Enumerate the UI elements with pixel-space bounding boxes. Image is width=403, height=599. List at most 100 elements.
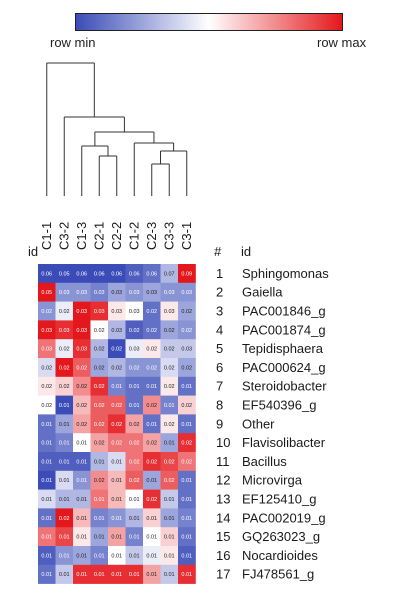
cell-value-label: 0.01 [41,459,52,465]
cell-value-label: 0.01 [129,535,140,541]
cell-value-label: 0.01 [146,422,157,428]
cell-value-label: 0.02 [181,328,192,334]
column-label: C3-2 [56,222,71,250]
row-number-label: 9 [216,416,223,431]
cell-value-label: 0.01 [111,553,122,559]
cell-value-label: 0.01 [94,459,105,465]
heatmap-cell [125,339,144,359]
column-label: C2-2 [109,222,124,250]
cell-value-label: 0.01 [76,572,87,578]
cell-value-label: 0.02 [76,365,87,371]
cell-value-label: 0.01 [76,516,87,522]
heatmap-cell [143,301,161,321]
heatmap-cell [178,376,196,396]
heatmap-cell [160,546,179,566]
cell-value-label: 0.01 [181,516,192,522]
row-name-label: Microvirga [242,473,303,488]
heatmap-cell [55,414,74,434]
cell-value-label: 0.01 [164,572,175,578]
cell-value-label: 0.02 [164,478,175,484]
heatmap-cell [160,376,179,396]
cell-value-label: 0.01 [181,422,192,428]
cell-value-label: 0.01 [164,441,175,447]
cell-value-label: 0.02 [181,459,192,465]
cell-value-label: 0.02 [94,478,105,484]
heatmap-cell [108,527,126,547]
color-scale-bar [75,13,343,31]
cell-value-label: 0.02 [129,422,140,428]
cell-value-label: 0.02 [181,441,192,447]
row-number-label: 4 [216,322,223,337]
cell-value-label: 0.03 [181,347,192,353]
cell-value-label: 0.03 [111,290,122,296]
cell-value-label: 0.01 [164,535,175,541]
heatmap-cell [73,564,91,584]
cell-value-label: 0.01 [94,572,105,578]
row-number-label: 5 [216,341,223,356]
row-number-label: 16 [216,548,230,563]
heatmap-cell [90,376,109,396]
heatmap-cell [38,452,56,472]
row-name-label: Other [242,416,275,431]
heatmap-cell [160,414,179,434]
cell-value-label: 0.01 [76,535,87,541]
cell-value-label: 0.01 [146,553,157,559]
row-name-label: EF540396_g [242,398,316,413]
cell-value-label: 0.01 [164,553,175,559]
cell-value-label: 0.01 [146,572,157,578]
cell-value-label: 0.01 [59,497,70,503]
heatmap-cell [90,264,109,284]
heatmap-cell [125,527,144,547]
heatmap-cell [178,546,196,566]
heatmap-cell [160,264,179,284]
cell-value-label: 0.01 [146,384,157,390]
heatmap-cell [90,414,109,434]
row-name-label: Bacillus [242,454,287,469]
cell-value-label: 0.01 [181,384,192,390]
heatmap-cell [125,264,144,284]
cell-value-label: 0.02 [129,478,140,484]
cell-value-label: 0.02 [111,365,122,371]
cell-value-label: 0.02 [59,365,70,371]
cell-value-label: 0.02 [111,441,122,447]
cell-value-label: 0.02 [41,365,52,371]
heatmap-cell [55,339,74,359]
heatmap-cell [125,508,144,528]
cell-value-label: 0.01 [146,516,157,522]
cell-value-label: 0.01 [129,572,140,578]
cell-value-label: 0.02 [146,403,157,409]
row-name-label: Gaiella [242,285,283,300]
heatmap-cell [108,376,126,396]
heatmap-cell [55,358,74,378]
heatmap-cell [160,433,179,453]
cell-value-label: 0.01 [76,441,87,447]
cell-value-label: 0.02 [59,347,70,353]
heatmap-cell [38,282,56,302]
heatmap-cell [55,282,74,302]
cell-value-label: 0.07 [164,271,175,277]
cell-value-label: 0.06 [94,271,105,277]
cell-value-label: 0.02 [59,384,70,390]
cell-value-label: 0.01 [111,478,122,484]
heatmap-cell [108,339,126,359]
heatmap-cell [178,489,196,509]
column-label: C3-3 [161,222,176,250]
cell-value-label: 0.01 [59,459,70,465]
heatmap-cell [90,527,109,547]
cell-value-label: 0.02 [164,422,175,428]
cell-value-label: 0.01 [129,497,140,503]
cell-value-label: 0.02 [129,459,140,465]
heatmap-cell [125,358,144,378]
heatmap-cell [160,395,179,415]
heatmap-cell [108,433,126,453]
heatmap-cell [178,508,196,528]
heatmap-cell [143,264,161,284]
cell-value-label: 0.01 [59,553,70,559]
heatmap-cell [178,564,196,584]
cell-value-label: 0.01 [41,516,52,522]
cell-value-label: 0.02 [164,384,175,390]
heatmap-cell [143,339,161,359]
heatmap-cell [125,320,144,340]
cell-value-label: 0.03 [146,290,157,296]
cell-value-label: 0.02 [59,516,70,522]
